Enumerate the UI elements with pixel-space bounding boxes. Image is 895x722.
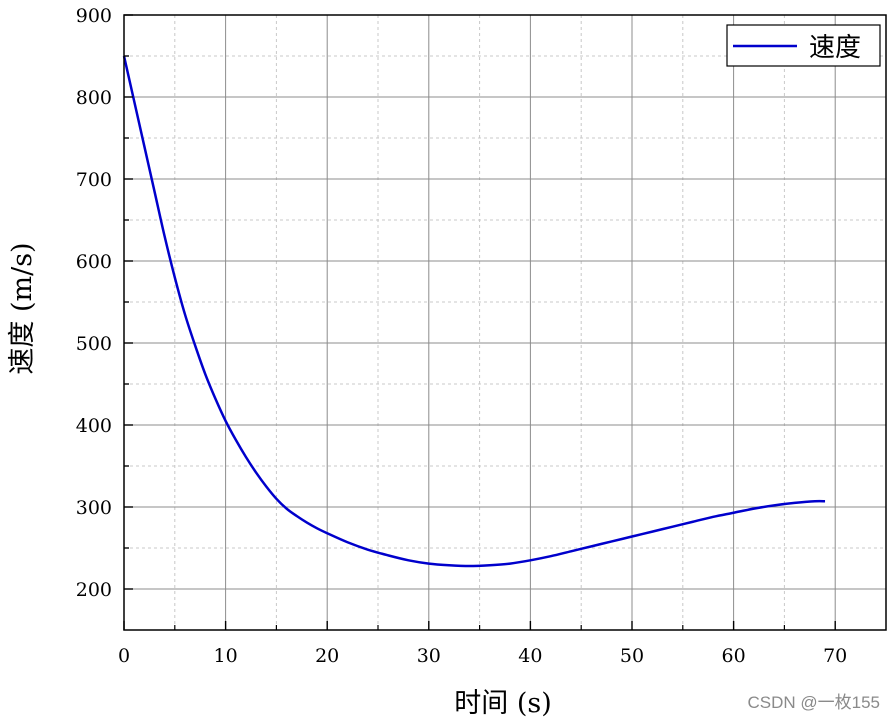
y-tick-label: 200 [76, 579, 112, 601]
x-tick-label: 30 [417, 645, 441, 667]
x-tick-label: 20 [315, 645, 339, 667]
grid-major [124, 15, 886, 630]
watermark: CSDN @一枚155 [747, 693, 880, 712]
grid-minor [124, 15, 886, 630]
x-tick-label: 50 [620, 645, 644, 667]
x-tick-label: 0 [118, 645, 130, 667]
series-line [122, 55, 826, 568]
x-tick-label: 70 [823, 645, 847, 667]
y-tick-label: 700 [76, 169, 112, 191]
y-tick-label: 500 [76, 333, 112, 355]
legend-label: 速度 [809, 33, 861, 63]
y-tick-label: 300 [76, 497, 112, 519]
x-tick-label: 10 [214, 645, 238, 667]
y-tick-label: 900 [76, 5, 112, 27]
y-tick-label: 800 [76, 87, 112, 109]
y-axis-title: 速度 (m/s) [7, 242, 38, 374]
plot-frame [123, 14, 887, 631]
axis-ticks [123, 14, 836, 630]
tick-labels: 0 10 20 30 40 50 60 70 200 300 400 500 600 700 800 900 [76, 5, 848, 667]
x-tick-label: 60 [722, 645, 746, 667]
series-layer [122, 55, 826, 568]
x-axis-title: 时间 (s) [454, 688, 552, 719]
y-tick-label: 400 [76, 415, 112, 437]
y-tick-label: 600 [76, 251, 112, 273]
x-tick-label: 40 [518, 645, 542, 667]
legend: 速度 [726, 24, 881, 67]
